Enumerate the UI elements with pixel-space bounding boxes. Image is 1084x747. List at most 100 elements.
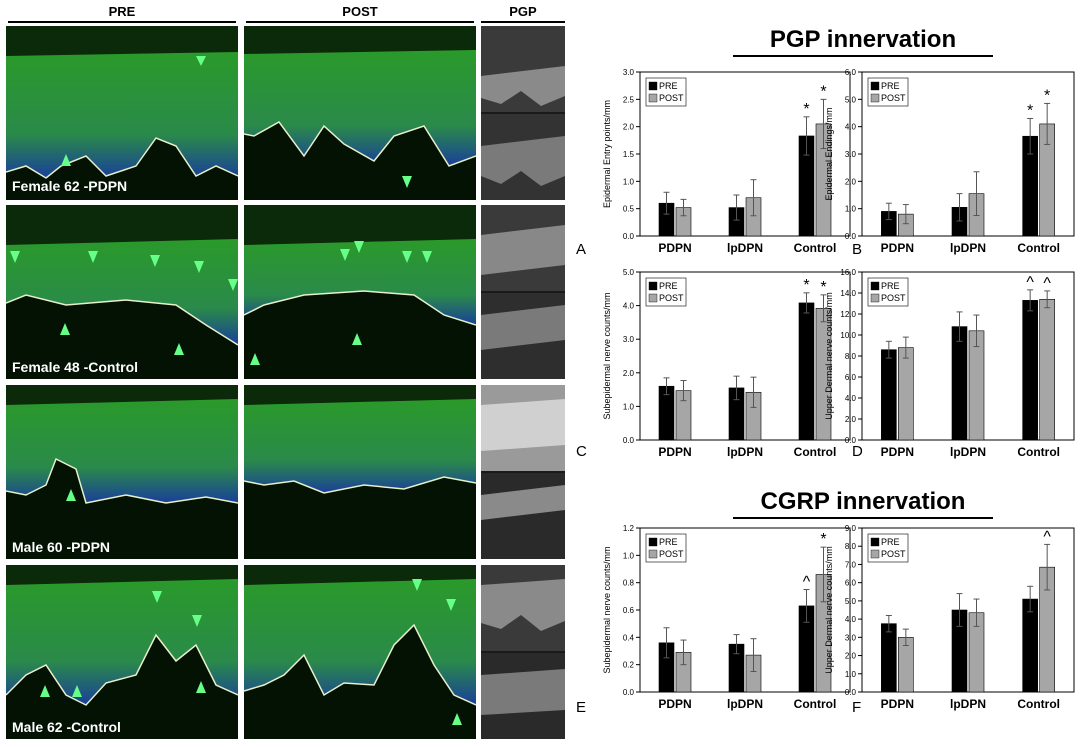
arrow-icon bbox=[402, 251, 412, 263]
bar-post bbox=[968, 330, 985, 441]
column-header-pgp: PGP bbox=[481, 4, 565, 23]
plot-area bbox=[639, 71, 851, 237]
micrograph-image bbox=[481, 205, 565, 379]
arrow-icon bbox=[194, 261, 204, 273]
x-tick-label: Control bbox=[1017, 697, 1060, 711]
legend-label: POST bbox=[881, 293, 906, 303]
arrow-icon bbox=[40, 685, 50, 697]
bar-pre bbox=[951, 207, 968, 237]
bar-post bbox=[815, 123, 832, 237]
bar-post bbox=[1039, 123, 1055, 237]
bar-post bbox=[675, 207, 692, 237]
arrow-icon bbox=[402, 176, 412, 188]
column-header-pre-label: PRE bbox=[108, 4, 136, 19]
bar-pre bbox=[658, 642, 675, 693]
legend-swatch bbox=[648, 537, 658, 547]
y-tick-label: 1.0 bbox=[623, 402, 635, 411]
bar-pre bbox=[951, 609, 968, 693]
y-tick-label: 2.0 bbox=[623, 369, 635, 378]
micrograph-post-row3 bbox=[244, 385, 476, 559]
bar-post bbox=[898, 637, 914, 693]
section-title-rule bbox=[733, 517, 993, 519]
y-tick-label: 2.5 bbox=[623, 95, 635, 104]
y-tick-label: 14.0 bbox=[840, 289, 856, 298]
panel-letter: E bbox=[576, 699, 586, 716]
bar-post bbox=[745, 654, 762, 693]
legend-label: POST bbox=[659, 293, 684, 303]
arrow-icon bbox=[192, 615, 202, 627]
y-tick-label: 6.0 bbox=[845, 579, 857, 588]
significance-marker: * bbox=[820, 83, 826, 100]
row-label: Female 48 -Control bbox=[12, 359, 139, 375]
micrograph-image bbox=[244, 385, 476, 494]
y-tick-label: 5.0 bbox=[845, 95, 857, 104]
plot-area bbox=[639, 271, 851, 441]
y-tick-label: 3.0 bbox=[623, 68, 635, 77]
y-tick-label: 0.0 bbox=[845, 688, 857, 697]
arrow-icon bbox=[340, 249, 350, 261]
y-tick-label: 0.0 bbox=[623, 232, 635, 241]
significance-marker: ^ bbox=[1043, 275, 1051, 292]
y-tick-label: 0.2 bbox=[623, 661, 635, 670]
x-tick-label: Control bbox=[1017, 241, 1060, 255]
legend-swatch bbox=[648, 293, 658, 303]
y-tick-label: 16.0 bbox=[840, 268, 856, 277]
y-tick-label: 5.0 bbox=[623, 268, 635, 277]
micrograph-image bbox=[6, 385, 238, 504]
bar-pre bbox=[728, 643, 745, 693]
y-tick-label: 1.2 bbox=[623, 524, 635, 533]
legend-label: PRE bbox=[659, 281, 678, 291]
bar-post bbox=[815, 307, 832, 441]
legend-label: PRE bbox=[659, 537, 678, 547]
micrograph-pre-row4: Male 62 -Control bbox=[6, 565, 238, 739]
y-tick-label: 0.0 bbox=[623, 688, 635, 697]
arrow-icon bbox=[150, 255, 160, 267]
bar-pre bbox=[1022, 135, 1038, 237]
legend-box bbox=[645, 277, 687, 307]
section-title-pgp: PGP innervation bbox=[733, 26, 993, 57]
significance-marker: ^ bbox=[1043, 528, 1051, 545]
row-label: Male 62 -Control bbox=[12, 719, 121, 735]
y-tick-label: 7.0 bbox=[845, 560, 857, 569]
y-tick-label: 3.0 bbox=[623, 335, 635, 344]
micrograph-image bbox=[244, 565, 476, 725]
y-tick-label: 3.0 bbox=[845, 633, 857, 642]
arrow-icon bbox=[10, 251, 20, 263]
x-tick-label: lpDPN bbox=[950, 445, 986, 459]
legend-box bbox=[867, 533, 909, 563]
panel-letter: A bbox=[576, 241, 586, 258]
legend-box bbox=[645, 77, 687, 107]
bar-pre bbox=[658, 385, 675, 441]
y-tick-label: 2.0 bbox=[623, 123, 635, 132]
y-tick-label: 0.8 bbox=[623, 579, 635, 588]
significance-marker: ^ bbox=[803, 574, 811, 591]
row-label: Male 60 -PDPN bbox=[12, 539, 111, 555]
arrow-icon bbox=[250, 353, 260, 365]
y-tick-label: 6.0 bbox=[845, 68, 857, 77]
arrow-icon bbox=[61, 154, 71, 166]
legend-swatch bbox=[870, 81, 880, 91]
y-tick-label: 0.0 bbox=[623, 436, 635, 445]
legend-swatch bbox=[870, 281, 880, 291]
arrow-icon bbox=[152, 591, 162, 603]
plot-area bbox=[639, 527, 851, 693]
arrow-icon bbox=[196, 56, 206, 66]
bar-post bbox=[1039, 298, 1055, 441]
y-tick-label: 6.0 bbox=[845, 373, 857, 382]
legend-swatch bbox=[870, 549, 880, 559]
arrow-icon bbox=[354, 241, 364, 253]
micrograph-post-row1 bbox=[244, 26, 476, 200]
y-tick-label: 4.0 bbox=[845, 394, 857, 403]
y-tick-label: 1.0 bbox=[623, 551, 635, 560]
y-tick-label: 10.0 bbox=[840, 331, 856, 340]
bar-pre bbox=[881, 211, 897, 237]
micrograph-pgp-row1 bbox=[481, 26, 565, 200]
y-tick-label: 9.0 bbox=[845, 524, 857, 533]
legend-label: PRE bbox=[659, 81, 678, 91]
legend-label: POST bbox=[881, 549, 906, 559]
bar-pre bbox=[728, 207, 745, 237]
x-tick-label: Control bbox=[794, 445, 837, 459]
arrow-icon bbox=[66, 489, 76, 501]
micrograph-pre-row3: Male 60 -PDPN bbox=[6, 385, 238, 559]
arrow-icon bbox=[196, 681, 206, 693]
